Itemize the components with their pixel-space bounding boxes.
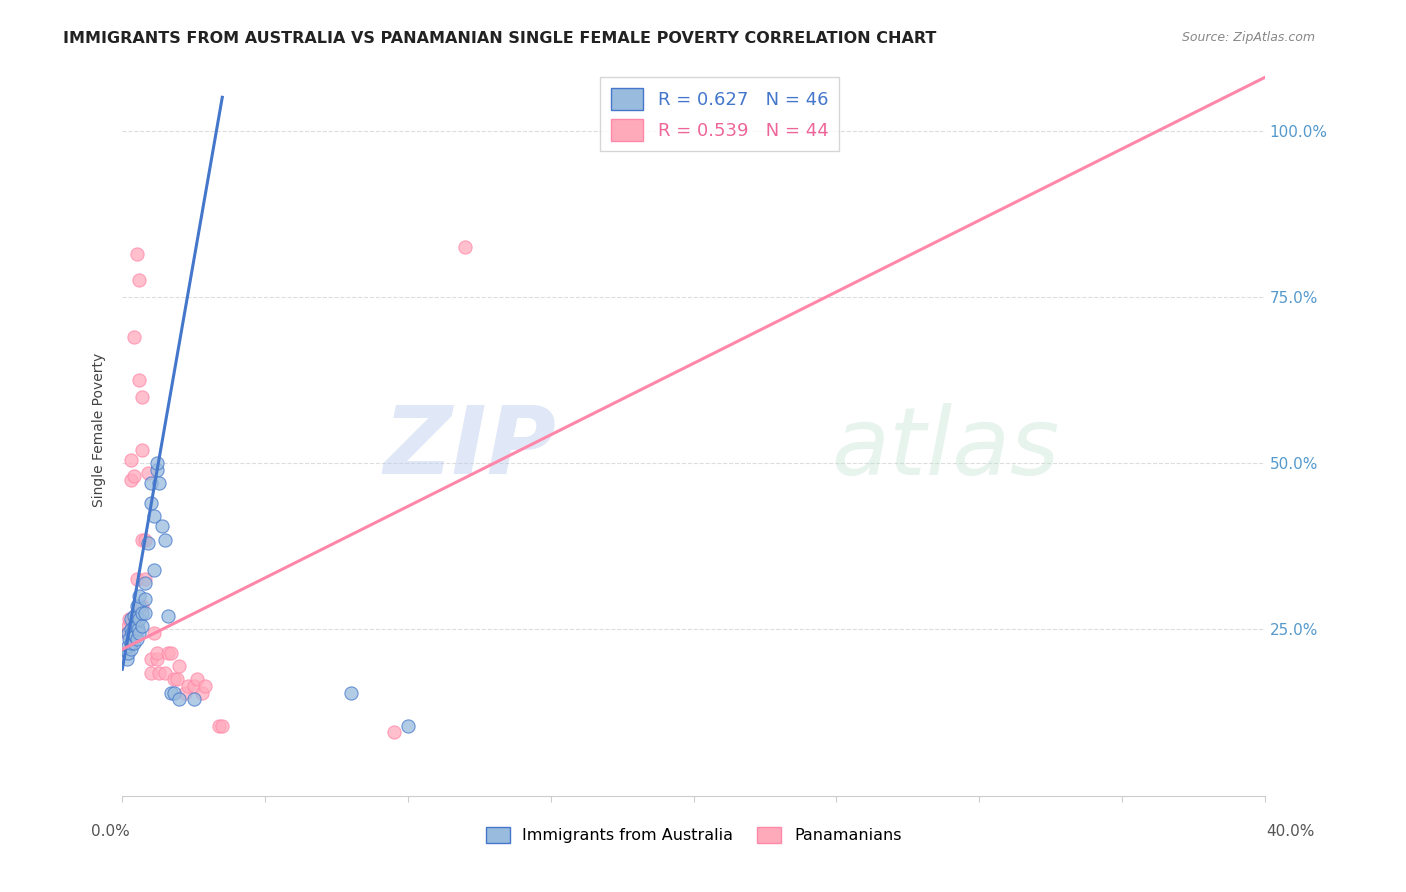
Point xyxy=(117,646,139,660)
Y-axis label: Single Female Poverty: Single Female Poverty xyxy=(93,352,107,507)
Point xyxy=(145,463,167,477)
Point xyxy=(145,646,167,660)
Point xyxy=(120,642,142,657)
Point xyxy=(134,533,156,547)
Point xyxy=(122,330,145,344)
Point xyxy=(153,665,176,680)
Text: 40.0%: 40.0% xyxy=(1267,824,1315,838)
Point xyxy=(211,719,233,733)
Point xyxy=(131,533,153,547)
Text: ZIP: ZIP xyxy=(384,402,557,494)
Point xyxy=(148,476,170,491)
Point xyxy=(127,623,149,637)
Point xyxy=(186,672,208,686)
Point xyxy=(131,442,153,457)
Point xyxy=(125,573,148,587)
Text: atlas: atlas xyxy=(831,402,1059,493)
Point xyxy=(134,575,156,590)
Point xyxy=(122,612,145,626)
Point xyxy=(156,646,179,660)
Point xyxy=(169,692,191,706)
Point xyxy=(122,609,145,624)
Point xyxy=(396,719,419,733)
Point xyxy=(118,612,141,626)
Point xyxy=(139,652,162,666)
Point xyxy=(128,373,150,387)
Point xyxy=(115,625,138,640)
Point xyxy=(131,599,153,613)
Point xyxy=(117,619,139,633)
Point xyxy=(122,635,145,649)
Point xyxy=(139,665,162,680)
Point xyxy=(454,240,477,254)
Point xyxy=(163,672,186,686)
Point xyxy=(145,652,167,666)
Point xyxy=(131,390,153,404)
Text: IMMIGRANTS FROM AUSTRALIA VS PANAMANIAN SINGLE FEMALE POVERTY CORRELATION CHART: IMMIGRANTS FROM AUSTRALIA VS PANAMANIAN … xyxy=(63,31,936,46)
Point xyxy=(340,685,363,699)
Point xyxy=(122,469,145,483)
Point xyxy=(125,609,148,624)
Point xyxy=(121,625,143,640)
Point xyxy=(169,659,191,673)
Point xyxy=(177,679,200,693)
Point xyxy=(131,619,153,633)
Point xyxy=(120,473,142,487)
Point xyxy=(128,599,150,613)
Point xyxy=(115,652,138,666)
Point xyxy=(122,619,145,633)
Point xyxy=(125,632,148,647)
Point xyxy=(160,646,183,660)
Point xyxy=(125,599,148,613)
Point xyxy=(208,719,231,733)
Point xyxy=(128,589,150,603)
Point xyxy=(134,573,156,587)
Point xyxy=(191,685,214,699)
Point xyxy=(134,606,156,620)
Point xyxy=(117,625,139,640)
Text: Source: ZipAtlas.com: Source: ZipAtlas.com xyxy=(1181,31,1315,45)
Point xyxy=(142,509,165,524)
Point xyxy=(153,533,176,547)
Point xyxy=(128,273,150,287)
Point xyxy=(131,606,153,620)
Point xyxy=(136,536,159,550)
Point xyxy=(148,665,170,680)
Point xyxy=(183,692,205,706)
Point xyxy=(122,625,145,640)
Point xyxy=(166,672,188,686)
Point xyxy=(118,632,141,647)
Point xyxy=(134,592,156,607)
Point xyxy=(117,625,139,640)
Point xyxy=(128,612,150,626)
Point xyxy=(174,685,197,699)
Point xyxy=(139,476,162,491)
Point xyxy=(128,625,150,640)
Point xyxy=(120,452,142,467)
Point xyxy=(120,612,142,626)
Point xyxy=(194,679,217,693)
Point xyxy=(120,623,142,637)
Point xyxy=(139,496,162,510)
Point xyxy=(120,635,142,649)
Point xyxy=(382,725,405,739)
Legend: R = 0.627   N = 46, R = 0.539   N = 44: R = 0.627 N = 46, R = 0.539 N = 44 xyxy=(600,77,839,152)
Point xyxy=(142,562,165,576)
Point xyxy=(124,629,146,643)
Point xyxy=(136,466,159,480)
Point xyxy=(142,625,165,640)
Point xyxy=(183,679,205,693)
Point xyxy=(163,685,186,699)
Point xyxy=(125,246,148,260)
Point xyxy=(145,456,167,470)
Point xyxy=(117,639,139,653)
Text: 0.0%: 0.0% xyxy=(91,824,131,838)
Point xyxy=(125,619,148,633)
Point xyxy=(120,615,142,630)
Point xyxy=(156,609,179,624)
Point xyxy=(125,606,148,620)
Point xyxy=(160,685,183,699)
Point xyxy=(150,519,173,533)
